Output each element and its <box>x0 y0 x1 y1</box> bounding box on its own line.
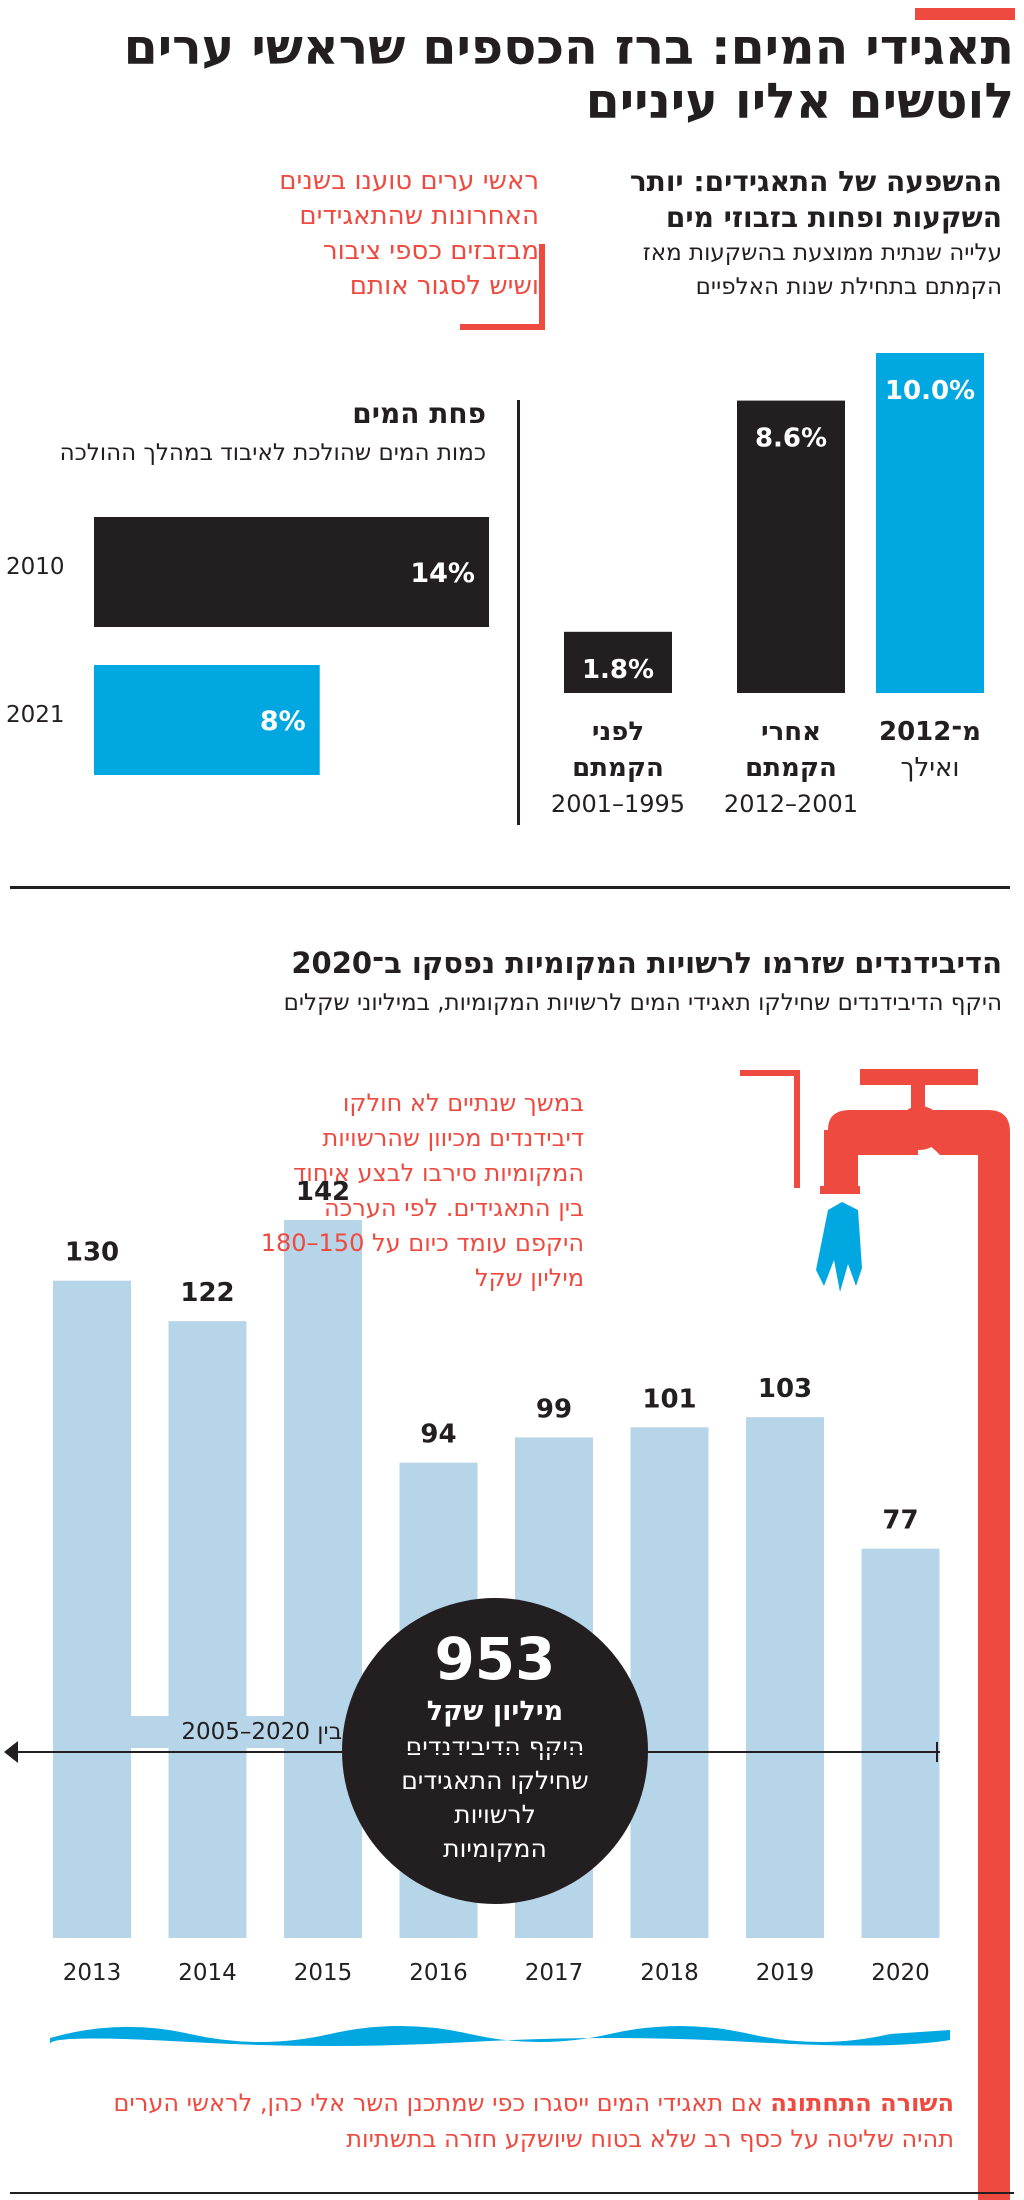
investment-category-label: לפני <box>592 717 644 747</box>
investment-category-label: הקמתם <box>745 753 837 783</box>
dividend-bar <box>53 1280 131 1938</box>
dividend-year-label: 2016 <box>409 1960 468 1986</box>
investment-bar-value: 8.6% <box>755 424 827 454</box>
investment-heading-line1: ההשפעה של התאגידים: יותר <box>629 165 1002 198</box>
investment-category-years: 2012–2001 <box>724 790 858 818</box>
footer-lead: השורה התחתונה <box>770 2089 954 2117</box>
quote-bracket <box>460 244 545 330</box>
footer-summary: השורה התחתונה אם תאגידי המים ייסגרו כפי … <box>14 2085 954 2157</box>
total-dividends-value: 953 <box>434 1625 556 1693</box>
dividend-year-label: 2014 <box>178 1960 237 1986</box>
page-title-line2: לוטשים אליו עיניים <box>585 73 1014 130</box>
dividend-value-label: 101 <box>642 1384 696 1414</box>
footer-line2: תהיה שליטה על כסף רב שלא בטוח שיושקע חזר… <box>346 2125 954 2153</box>
note-line: מיליון שקל <box>474 1264 584 1292</box>
dividends-chart: 130 2013 122 2014 142 2015 94 2016 99 2017 101 2018… <box>53 1177 940 1986</box>
dividend-year-label: 2020 <box>871 1960 930 1986</box>
range-arrow-head-icon <box>4 1741 18 1763</box>
dividend-bar <box>284 1220 362 1938</box>
note-bracket <box>740 1070 800 1188</box>
water-loss-year-label: 2010 <box>6 554 65 580</box>
quote-line: ושיש לסגור אותם <box>349 271 539 301</box>
note-line: דיבידנדים מכיוון שהרשויות <box>322 1124 584 1152</box>
water-loss-bar <box>94 665 320 775</box>
investment-category-label: מ־2012 <box>879 717 981 747</box>
water-loss-bar <box>94 517 489 627</box>
note-line: בין התאגידים. לפי הערכה <box>323 1194 584 1222</box>
dividends-note: במשך שנתיים לא חולקו דיבידנדים מכיוון שה… <box>214 1086 584 1296</box>
section-divider-horizontal <box>10 886 1010 889</box>
circle-caption-line: לרשויות <box>454 1800 536 1829</box>
dividend-year-label: 2013 <box>63 1960 122 1986</box>
dividend-value-label: 142 <box>296 1177 350 1207</box>
quote-line: מבזבזים כספי ציבור <box>322 236 539 266</box>
water-loss-bar-value: 8% <box>260 706 306 737</box>
footer-line1: אם תאגידי המים ייסגרו כפי שמתכנן השר אלי… <box>113 2089 771 2117</box>
dividend-year-label: 2017 <box>525 1960 584 1986</box>
total-dividends-unit: מיליון שקל <box>426 1696 564 1727</box>
investment-category-years: 2001–1995 <box>551 790 685 818</box>
water-wave-icon <box>50 2026 950 2046</box>
dividend-bar <box>746 1417 824 1938</box>
dividend-value-label: 77 <box>882 1506 918 1536</box>
water-loss-chart: 14% 2010 8% 2021 <box>6 517 489 775</box>
investment-category-label: ואילך <box>900 753 959 783</box>
dividend-value-label: 130 <box>65 1238 119 1268</box>
circle-caption-line: היקף הדיבידנדים <box>405 1732 585 1761</box>
investment-bar <box>564 631 672 693</box>
note-line: במשך שנתיים לא חולקו <box>342 1089 584 1117</box>
dividend-year-label: 2019 <box>756 1960 815 1986</box>
water-loss-year-label: 2021 <box>6 702 65 728</box>
dividend-year-label: 2018 <box>640 1960 699 1986</box>
circle-caption-line: המקומיות <box>443 1834 547 1863</box>
investment-sub-line2: הקמתם בתחילת שנות האלפיים <box>695 274 1002 300</box>
investment-category-label: אחרי <box>761 717 821 747</box>
note-line: המקומיות סירבו לבצע איחוד <box>293 1159 584 1187</box>
investment-bar-value: 1.8% <box>582 655 654 685</box>
range-arrow-line <box>14 1751 940 1753</box>
note-line: היקפם עומד כיום על 150–180 <box>260 1229 584 1257</box>
investment-category-label: הקמתם <box>572 753 664 783</box>
dividend-bar <box>861 1548 940 1938</box>
quote-text: ראשי ערים טוענו בשנים האחרונות שהתאגידים… <box>219 164 539 304</box>
water-loss-heading: פחת המים <box>352 397 486 430</box>
total-dividends-caption: היקף הדיבידנדים שחילקו התאגידים לרשויות … <box>342 1730 648 1866</box>
circle-caption-line: שחילקו התאגידים <box>401 1766 589 1795</box>
investment-bar <box>876 353 984 693</box>
dividend-bar <box>630 1427 709 1938</box>
water-loss-bar-value: 14% <box>410 558 475 589</box>
dividends-heading: הדיבידנדים שזרמו לרשויות המקומיות נפסקו … <box>291 946 1002 980</box>
faucet-pipe-icon <box>816 1069 1010 2200</box>
water-loss-subtitle: כמות המים שהולכת לאיבוד במהלך ההולכה <box>59 440 486 466</box>
dividend-year-label: 2015 <box>294 1960 353 1986</box>
quote-line: האחרונות שהתאגידים <box>299 201 539 231</box>
page-title-line1: תאגידי המים: ברז הכספים שראשי ערים <box>123 19 1014 76</box>
dividends-subtitle: היקף הדיבידנדים שחילקו תאגידי המים לרשוי… <box>283 990 1002 1016</box>
investment-bar <box>737 400 845 693</box>
investment-growth-chart: 10.0% מ־2012 ואילך 8.6% אחרי הקמתם 2012–2001 1.… <box>551 353 984 818</box>
range-label: בין 2020–2005 <box>110 1716 342 1748</box>
quote-line: ראשי ערים טוענו בשנים <box>279 166 539 196</box>
investment-heading-line2: השקעות ופחות בזבוזי מים <box>665 201 1002 234</box>
dividend-value-label: 122 <box>180 1278 234 1308</box>
dividend-value-label: 99 <box>536 1394 572 1424</box>
dividend-bar <box>168 1321 247 1938</box>
investment-heading: ההשפעה של התאגידים: יותר השקעות ופחות בז… <box>582 164 1002 304</box>
investment-bar-value: 10.0% <box>885 376 975 406</box>
dividend-value-label: 94 <box>420 1420 456 1450</box>
header-accent-bar <box>915 8 1015 20</box>
dividend-value-label: 103 <box>758 1374 812 1404</box>
range-arrow-end-tick <box>936 1742 938 1762</box>
footer-rule <box>10 2192 1014 2194</box>
section-divider-vertical <box>517 400 520 825</box>
investment-sub-line1: עלייה שנתית ממוצעת בהשקעות מאז <box>642 240 1002 266</box>
